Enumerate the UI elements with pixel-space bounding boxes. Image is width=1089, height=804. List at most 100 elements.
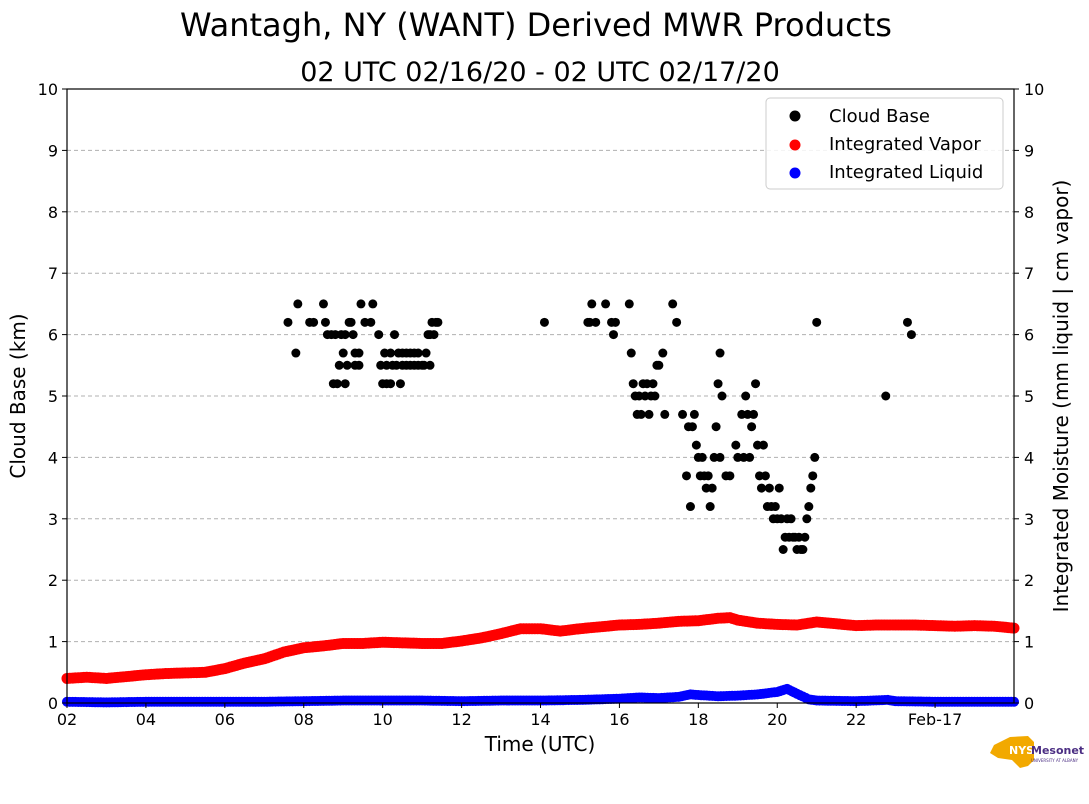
cloud-base-point — [881, 391, 891, 401]
cloud-base-point — [902, 317, 912, 327]
cloud-base-point — [660, 409, 670, 419]
y-tick-label-right: 8 — [1024, 203, 1034, 222]
cloud-base-point — [707, 483, 717, 493]
cloud-base-point — [342, 360, 352, 370]
cloud-base-point — [658, 348, 668, 358]
cloud-base-point — [648, 379, 658, 389]
cloud-base-point — [334, 360, 344, 370]
x-tick-label: 08 — [294, 710, 314, 729]
y-tick-label-right: 4 — [1024, 448, 1034, 467]
cloud-base-point — [741, 391, 751, 401]
cloud-base-point — [800, 532, 810, 542]
legend-marker-cloud-base — [789, 110, 801, 122]
legend: Cloud Base Integrated Vapor Integrated L… — [765, 97, 1004, 190]
cloud-base-point — [756, 483, 766, 493]
cloud-base-point — [346, 317, 356, 327]
cloud-base-point — [808, 471, 818, 481]
x-tick-label: 04 — [136, 710, 156, 729]
cloud-base-point — [711, 422, 721, 432]
cloud-base-point — [786, 514, 796, 524]
cloud-base-point — [906, 330, 916, 340]
cloud-base-point — [687, 422, 697, 432]
y-axis-left: 0 1 2 3 4 5 6 7 8 9 10 — [38, 80, 67, 713]
cloud-base-point — [804, 502, 814, 512]
cloud-base-point — [283, 317, 293, 327]
y-tick-label: 6 — [48, 326, 58, 345]
cloud-base-point — [644, 409, 654, 419]
cloud-base-point — [601, 299, 611, 309]
cloud-base-point — [338, 348, 348, 358]
y-tick-label-right: 6 — [1024, 326, 1034, 345]
cloud-base-point — [747, 422, 757, 432]
cloud-base-point — [354, 360, 364, 370]
cloud-base-point — [650, 391, 660, 401]
cloud-base-point — [715, 452, 725, 462]
y-tick-label: 9 — [48, 141, 58, 160]
cloud-base-point — [697, 452, 707, 462]
y-tick-label-right: 7 — [1024, 264, 1034, 283]
y-tick-label: 2 — [48, 571, 58, 590]
logo-text-nys: NYS — [1009, 744, 1034, 757]
x-tick-label: 22 — [846, 710, 866, 729]
nys-mesonet-logo: NYS Mesonet UNIVERSITY AT ALBANY — [990, 736, 1084, 768]
cloud-base-point — [433, 317, 443, 327]
cloud-base-point — [354, 348, 364, 358]
integrated-vapor-series — [61, 612, 1020, 684]
y-tick-label-right: 3 — [1024, 510, 1034, 529]
cloud-base-point — [758, 440, 768, 450]
y-axis-label-left: Cloud Base (km) — [6, 313, 30, 478]
y-axis-right: 0 1 2 3 4 5 6 7 8 9 10 — [1014, 80, 1044, 713]
cloud-base-point — [760, 471, 770, 481]
cloud-base-point — [764, 483, 774, 493]
cloud-base-point — [390, 330, 400, 340]
y-axis-label-right: Integrated Moisture (mm liquid | cm vapo… — [1049, 180, 1073, 613]
y-tick-label: 8 — [48, 203, 58, 222]
cloud-base-point — [332, 379, 342, 389]
x-axis-label: Time (UTC) — [484, 732, 596, 756]
cloud-base-point — [717, 391, 727, 401]
cloud-base-point — [610, 317, 620, 327]
logo-subtext: UNIVERSITY AT ALBANY — [1031, 758, 1079, 763]
cloud-base-point — [672, 317, 682, 327]
y-tick-label: 4 — [48, 448, 58, 467]
legend-box — [765, 97, 1004, 190]
cloud-base-point — [340, 330, 350, 340]
cloud-base-point — [591, 317, 601, 327]
cloud-base-point — [678, 409, 688, 419]
y-tick-label: 7 — [48, 264, 58, 283]
cloud-base-point — [413, 348, 423, 358]
cloud-base-point — [624, 299, 634, 309]
y-tick-label-right: 1 — [1024, 633, 1034, 652]
cloud-base-point — [774, 483, 784, 493]
y-tick-label: 1 — [48, 633, 58, 652]
new-york-state-shape — [990, 736, 1034, 768]
cloud-base-point — [715, 348, 725, 358]
cloud-base-point — [291, 348, 301, 358]
cloud-base-point — [685, 502, 695, 512]
cloud-base-point — [626, 348, 636, 358]
cloud-base-point — [628, 379, 638, 389]
cloud-base-point — [356, 299, 366, 309]
cloud-base-point — [636, 409, 646, 419]
cloud-base-point — [745, 452, 755, 462]
cloud-base-point — [374, 330, 384, 340]
legend-marker-integrated-vapor — [789, 139, 801, 151]
cloud-base-point — [429, 330, 439, 340]
cloud-base-point — [749, 409, 759, 419]
x-tick-label: 20 — [767, 710, 787, 729]
cloud-base-point — [751, 379, 761, 389]
cloud-base-point — [770, 502, 780, 512]
cloud-base-point — [668, 299, 678, 309]
cloud-base-point — [318, 299, 328, 309]
y-tick-label: 10 — [38, 80, 58, 99]
cloud-base-point — [348, 330, 358, 340]
chart-title: Wantagh, NY (WANT) Derived MWR Products — [180, 6, 892, 44]
y-tick-label-right: 5 — [1024, 387, 1034, 406]
x-tick-label: 12 — [451, 710, 471, 729]
x-tick-label: 06 — [215, 710, 235, 729]
cloud-base-series — [283, 299, 916, 554]
cloud-base-point — [386, 348, 396, 358]
legend-label-integrated-liquid: Integrated Liquid — [829, 162, 983, 183]
x-tick-label: Feb-17 — [908, 710, 962, 729]
cloud-base-point — [778, 545, 788, 554]
